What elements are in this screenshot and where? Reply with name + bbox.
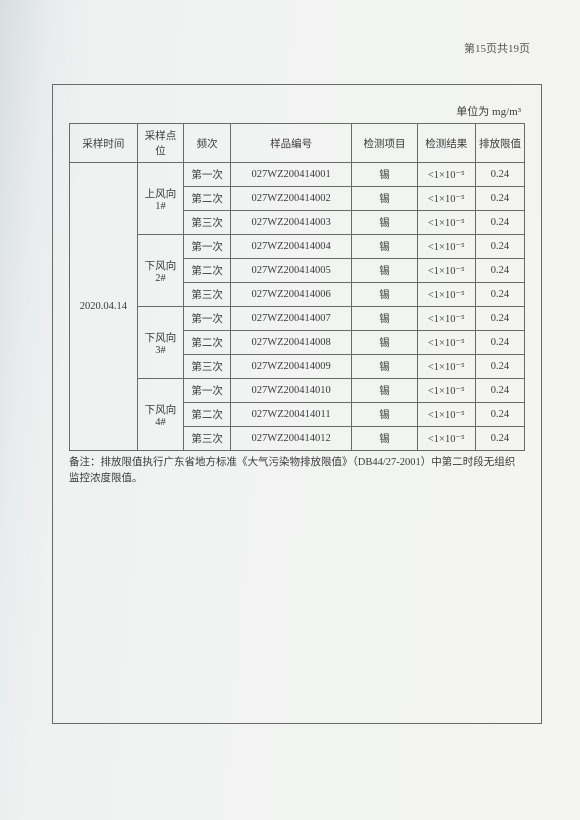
cell-point: 下风向4#: [137, 379, 184, 451]
cell-sampling-date: 2020.04.14: [70, 163, 138, 451]
cell-result: <1×10⁻⁵: [417, 259, 475, 283]
cell-freq: 第一次: [184, 307, 231, 331]
cell-code: 027WZ200414003: [230, 211, 351, 235]
table-header-row: 采样时间 采样点位 频次 样品编号 检测项目 检测结果 排放限值: [70, 124, 525, 163]
cell-limit: 0.24: [475, 235, 524, 259]
cell-code: 027WZ200414008: [230, 331, 351, 355]
cell-limit: 0.24: [475, 355, 524, 379]
cell-result: <1×10⁻⁵: [417, 379, 475, 403]
col-limit: 排放限值: [475, 124, 524, 163]
cell-freq: 第二次: [184, 187, 231, 211]
cell-code: 027WZ200414011: [230, 403, 351, 427]
cell-freq: 第三次: [184, 427, 231, 451]
cell-result: <1×10⁻⁵: [417, 283, 475, 307]
cell-item: 锡: [352, 235, 417, 259]
cell-code: 027WZ200414001: [230, 163, 351, 187]
table-row: 下风向2#第一次027WZ200414004锡<1×10⁻⁵0.24: [70, 235, 525, 259]
col-item: 检测项目: [352, 124, 417, 163]
table-row: 下风向3#第一次027WZ200414007锡<1×10⁻⁵0.24: [70, 307, 525, 331]
unit-label: 单位为 mg/m³: [69, 103, 525, 119]
col-freq: 频次: [184, 124, 231, 163]
cell-limit: 0.24: [475, 259, 524, 283]
cell-limit: 0.24: [475, 283, 524, 307]
cell-code: 027WZ200414004: [230, 235, 351, 259]
col-time: 采样时间: [70, 124, 138, 163]
col-code: 样品编号: [230, 124, 351, 163]
cell-result: <1×10⁻⁵: [417, 403, 475, 427]
table-row: 2020.04.14上风向1#第一次027WZ200414001锡<1×10⁻⁵…: [70, 163, 525, 187]
cell-freq: 第二次: [184, 331, 231, 355]
table-body: 2020.04.14上风向1#第一次027WZ200414001锡<1×10⁻⁵…: [70, 163, 525, 451]
cell-code: 027WZ200414009: [230, 355, 351, 379]
footnote: 备注：排放限值执行广东省地方标准《大气污染物排放限值》（DB44/27-2001…: [69, 455, 525, 487]
cell-item: 锡: [352, 379, 417, 403]
cell-code: 027WZ200414006: [230, 283, 351, 307]
cell-limit: 0.24: [475, 379, 524, 403]
cell-point: 下风向2#: [137, 235, 184, 307]
cell-freq: 第一次: [184, 235, 231, 259]
content-frame: 单位为 mg/m³ 采样时间 采样点位 频次 样品编号 检测项目 检测结果 排放…: [52, 84, 542, 724]
cell-limit: 0.24: [475, 163, 524, 187]
cell-freq: 第二次: [184, 403, 231, 427]
col-point: 采样点位: [137, 124, 184, 163]
cell-item: 锡: [352, 355, 417, 379]
cell-result: <1×10⁻⁵: [417, 331, 475, 355]
cell-item: 锡: [352, 259, 417, 283]
cell-freq: 第一次: [184, 163, 231, 187]
cell-result: <1×10⁻⁵: [417, 355, 475, 379]
cell-item: 锡: [352, 283, 417, 307]
cell-item: 锡: [352, 331, 417, 355]
cell-freq: 第三次: [184, 355, 231, 379]
cell-code: 027WZ200414012: [230, 427, 351, 451]
cell-result: <1×10⁻⁵: [417, 307, 475, 331]
table-row: 下风向4#第一次027WZ200414010锡<1×10⁻⁵0.24: [70, 379, 525, 403]
cell-limit: 0.24: [475, 187, 524, 211]
page-number: 第15页共19页: [52, 40, 542, 56]
cell-result: <1×10⁻⁵: [417, 235, 475, 259]
col-result: 检测结果: [417, 124, 475, 163]
cell-item: 锡: [352, 427, 417, 451]
cell-code: 027WZ200414010: [230, 379, 351, 403]
cell-result: <1×10⁻⁵: [417, 427, 475, 451]
cell-code: 027WZ200414007: [230, 307, 351, 331]
cell-result: <1×10⁻⁵: [417, 211, 475, 235]
cell-point: 下风向3#: [137, 307, 184, 379]
cell-result: <1×10⁻⁵: [417, 163, 475, 187]
cell-freq: 第三次: [184, 283, 231, 307]
cell-freq: 第三次: [184, 211, 231, 235]
cell-limit: 0.24: [475, 403, 524, 427]
cell-item: 锡: [352, 163, 417, 187]
cell-freq: 第二次: [184, 259, 231, 283]
cell-limit: 0.24: [475, 427, 524, 451]
data-table: 采样时间 采样点位 频次 样品编号 检测项目 检测结果 排放限值 2020.04…: [69, 123, 525, 451]
cell-code: 027WZ200414005: [230, 259, 351, 283]
cell-limit: 0.24: [475, 331, 524, 355]
cell-freq: 第一次: [184, 379, 231, 403]
cell-item: 锡: [352, 403, 417, 427]
cell-limit: 0.24: [475, 307, 524, 331]
cell-item: 锡: [352, 187, 417, 211]
cell-limit: 0.24: [475, 211, 524, 235]
cell-point: 上风向1#: [137, 163, 184, 235]
cell-code: 027WZ200414002: [230, 187, 351, 211]
cell-item: 锡: [352, 307, 417, 331]
cell-item: 锡: [352, 211, 417, 235]
cell-result: <1×10⁻⁵: [417, 187, 475, 211]
scanned-page: 第15页共19页 单位为 mg/m³ 采样时间 采样点位 频次 样品编号 检测项…: [52, 40, 542, 724]
